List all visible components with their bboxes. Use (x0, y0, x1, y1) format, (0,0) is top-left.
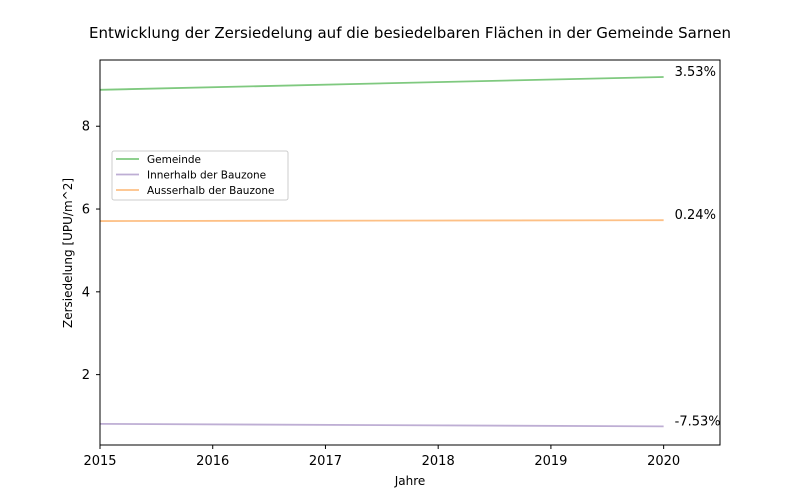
x-tick-label: 2019 (534, 454, 567, 469)
y-tick-label: 2 (82, 368, 90, 383)
end-label-0: 3.53% (675, 65, 716, 80)
x-tick-label: 2016 (196, 454, 229, 469)
plot-frame (99, 59, 721, 446)
x-axis: 2015 2016 2017 2018 2019 2020 (83, 445, 680, 469)
end-label-1: -7.53% (675, 414, 721, 429)
x-tick-label: 2015 (83, 454, 116, 469)
x-tick-label: 2020 (647, 454, 680, 469)
y-tick-label: 6 (82, 203, 90, 218)
y-tick-label: 4 (82, 285, 90, 300)
chart-title: Entwicklung der Zersiedelung auf die bes… (89, 24, 731, 42)
end-labels: 3.53% -7.53% 0.24% (675, 65, 721, 429)
y-axis: 2 4 6 8 (82, 120, 100, 383)
series-line-0 (99, 76, 664, 91)
series-layer (99, 76, 664, 428)
legend-label-0: Gemeinde (147, 154, 201, 166)
legend-label-2: Ausserhalb der Bauzone (147, 185, 275, 197)
y-axis-label: Zersiedelung [UPU/m^2] (61, 178, 75, 328)
legend-label-1: Innerhalb der Bauzone (147, 169, 266, 181)
y-tick-label: 8 (82, 120, 90, 135)
end-label-2: 0.24% (675, 208, 716, 223)
x-tick-label: 2018 (422, 454, 455, 469)
legend-box (111, 150, 289, 201)
x-axis-label: Jahre (394, 474, 426, 488)
x-tick-label: 2017 (309, 454, 342, 469)
series-line-1 (99, 422, 664, 428)
legend: Gemeinde Innerhalb der Bauzone Ausserhalb … (111, 150, 289, 201)
series-line-2 (99, 219, 664, 222)
